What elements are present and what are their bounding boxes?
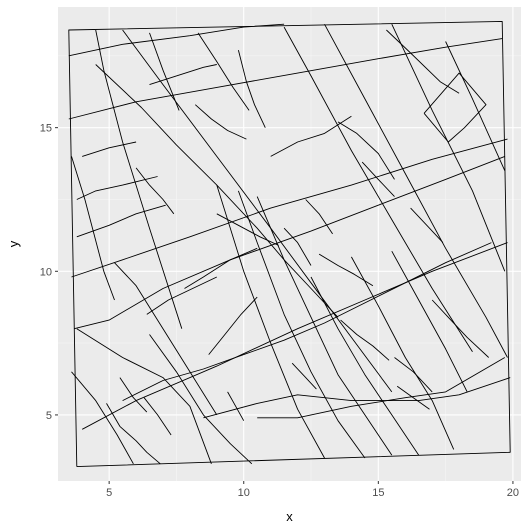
street-line [351,256,455,450]
street-line [257,357,506,419]
street-line [95,64,339,318]
street-line [291,362,317,390]
street-line [71,138,508,278]
street-line [76,204,166,238]
street-line [76,176,158,200]
street-line [149,64,217,86]
street-line [337,121,395,180]
street-line [283,26,473,352]
street-line [410,207,444,243]
street-line [431,299,490,358]
street-line [143,397,172,436]
street-line [203,377,511,419]
street-line [386,29,460,94]
street-line [68,23,285,57]
street-line [119,377,148,413]
street-line [216,213,279,246]
street-line [237,49,266,128]
y-axis-title: y [6,240,21,247]
street-line [340,319,390,361]
street-line [68,20,511,468]
street-line [74,155,505,330]
street-line [195,104,247,140]
street-network-lines [68,20,511,468]
street-line [82,141,137,157]
x-axis-title: x [286,509,293,524]
street-line [318,253,374,287]
street-line [184,247,258,289]
street-line [256,196,393,456]
minor-gridlines [58,7,521,481]
street-line [197,32,250,111]
plot-panel [58,7,521,481]
street-line [149,334,253,465]
major-gridlines [58,7,521,481]
street-line [216,184,325,459]
y-tick-label: 15 [40,123,52,135]
street-line [423,72,487,143]
street-line [68,38,503,120]
street-line [95,29,183,329]
street-line [71,371,134,465]
street-line [310,276,420,456]
y-tick-label: 10 [40,266,52,278]
street-line [270,115,352,157]
street-line [396,385,430,410]
x-tick-label: 5 [106,487,112,499]
x-tick-label: 20 [507,487,519,499]
x-axis-ticks: 5 10 15 20 [106,481,519,499]
street-line [106,403,161,465]
street-line [208,296,258,355]
y-axis-ticks: 5 10 15 [40,123,58,422]
street-line [391,250,468,393]
street-line [445,41,506,171]
x-tick-label: 15 [372,487,384,499]
street-line [324,23,508,358]
street-line [149,32,180,111]
street-line [283,227,312,266]
street-line [391,24,506,272]
street-line [361,161,395,197]
street-line [394,357,433,393]
street-line [227,391,245,421]
street-line [71,156,115,301]
street-line [135,167,175,215]
street-line [122,242,492,402]
street-line [146,276,217,315]
y-tick-label: 5 [46,410,52,422]
street-line [114,262,218,416]
x-tick-label: 10 [238,487,250,499]
street-line [305,199,333,235]
street-line [76,328,212,464]
